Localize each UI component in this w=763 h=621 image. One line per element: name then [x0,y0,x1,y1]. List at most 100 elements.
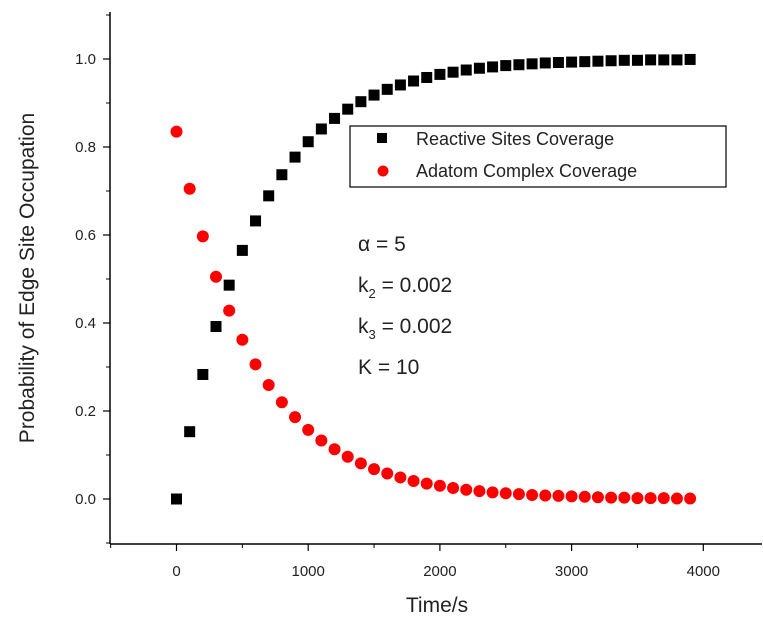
data-point [315,123,327,135]
x-ticks: 0 1000 2000 3000 4000 [110,544,720,580]
data-point [684,492,697,505]
data-point [236,333,249,346]
data-point [302,423,315,436]
data-point [342,103,354,115]
data-point [408,75,420,87]
data-point [526,489,539,502]
data-point [394,471,407,484]
data-point [605,491,618,504]
data-point [341,450,354,463]
legend-marker-reactive-sites [377,133,387,143]
data-point [460,64,472,76]
data-point [328,443,341,456]
data-point [289,411,302,424]
x-axis-title: Time/s [406,594,468,617]
data-point [420,477,433,490]
data-point [552,57,564,69]
data-point [618,491,631,504]
data-point [539,57,551,69]
data-point [210,321,222,333]
data-point [170,125,183,138]
data-point [631,492,644,505]
data-point [210,270,223,283]
data-point [591,491,604,504]
data-point [381,83,393,95]
data-point [236,244,248,256]
data-point [434,68,446,80]
data-point [223,304,236,317]
data-point [539,489,552,502]
data-point [565,490,578,503]
data-point [263,190,275,202]
data-point [302,136,314,148]
data-point [421,71,433,83]
x-tick-label: 2000 [423,563,456,580]
data-point [657,492,670,505]
data-point [578,490,591,503]
data-point [196,230,209,243]
data-point [394,79,406,91]
data-point [499,487,512,500]
legend-box [349,125,727,188]
y-axis-title: Probability of Edge Site Occupation [16,113,39,443]
data-point [262,379,275,392]
y-tick-label: 0.6 [75,227,96,244]
y-tick-label: 0.2 [75,403,96,420]
data-point [644,492,657,505]
data-point [368,89,380,101]
data-point [552,489,565,502]
y-tick-label: 1.0 [75,51,96,68]
data-point [433,479,446,492]
data-point [460,483,473,496]
data-point [473,485,486,498]
x-tick-label: 0 [172,563,180,580]
data-point [197,368,209,380]
data-point [184,426,196,438]
data-point [329,112,341,124]
legend: Reactive Sites Coverage Adatom Complex C… [349,125,727,188]
data-point [645,54,657,66]
parameter-annotation: K = 10 [358,356,419,379]
x-tick-label: 1000 [292,563,325,580]
data-point [368,463,381,476]
y-tick-label: 0.0 [75,491,96,508]
y-tick-label: 0.4 [75,315,96,332]
data-point [513,59,525,71]
data-point [276,169,288,181]
data-point [249,358,262,371]
data-point [618,54,630,66]
data-point [592,55,604,67]
data-point [355,96,367,108]
x-tick-label: 4000 [687,563,720,580]
data-point [447,66,459,78]
data-point [275,396,288,409]
data-point [487,61,499,73]
data-point [512,488,525,501]
legend-label-reactive-sites: Reactive Sites Coverage [416,129,614,149]
data-point [566,56,578,68]
data-point [670,492,683,505]
legend-label-adatom-complex: Adatom Complex Coverage [416,161,637,181]
data-point [684,53,696,65]
data-point [605,55,617,67]
parameter-annotation: α = 5 [358,233,406,256]
series-adatom-complex [170,125,697,505]
y-ticks: 0.0 0.2 0.4 0.6 0.8 1.0 [75,14,110,544]
data-point [579,56,591,68]
data-point [381,467,394,480]
data-point [315,434,328,447]
data-point [473,62,485,74]
data-point [183,182,196,195]
parameter-annotation: k2 = 0.002 [358,274,452,301]
y-tick-label: 0.8 [75,139,96,156]
parameter-annotation: k3 = 0.002 [358,315,452,342]
data-point [250,215,262,227]
data-point [354,457,367,470]
data-point [289,151,301,163]
data-point [223,279,235,291]
data-point [526,58,538,70]
data-point [671,54,683,66]
data-marks [170,53,697,505]
data-point [407,474,420,487]
